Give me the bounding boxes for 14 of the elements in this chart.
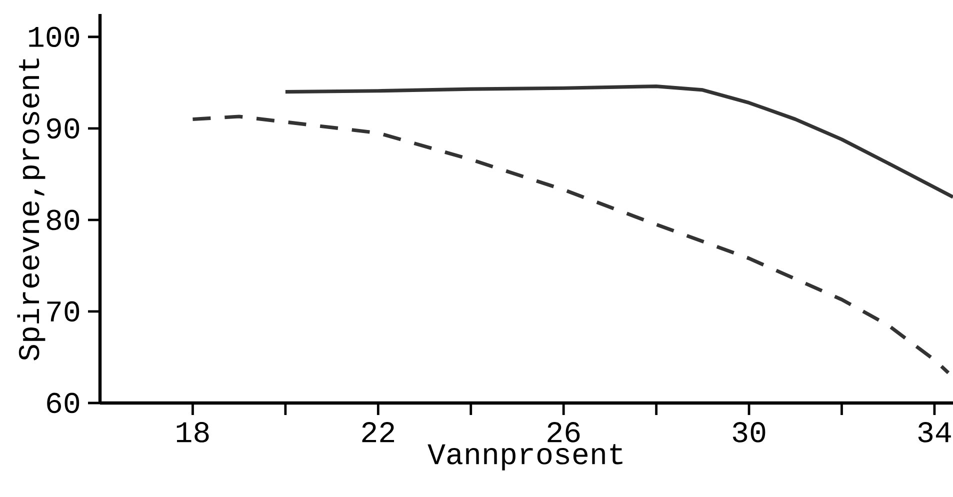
y-tick-label: 70 — [47, 301, 80, 322]
line-series — [284, 84, 953, 199]
x-axis-title: Vannprosent — [428, 444, 622, 470]
x-tick-label: 22 — [362, 422, 394, 442]
x-tick-label: 18 — [176, 422, 209, 442]
x-tick-label: 34 — [918, 422, 951, 442]
y-axis-title: Spireevne,prosent — [17, 58, 46, 360]
y-tick-label: 90 — [47, 118, 80, 139]
x-tick-label: 30 — [732, 422, 766, 442]
x-tick-label: 26 — [548, 422, 580, 442]
y-tick-label: 100 — [29, 26, 80, 48]
line-series — [190, 114, 950, 375]
y-tick-label: 80 — [46, 210, 80, 230]
y-tick-label: 60 — [47, 392, 80, 414]
